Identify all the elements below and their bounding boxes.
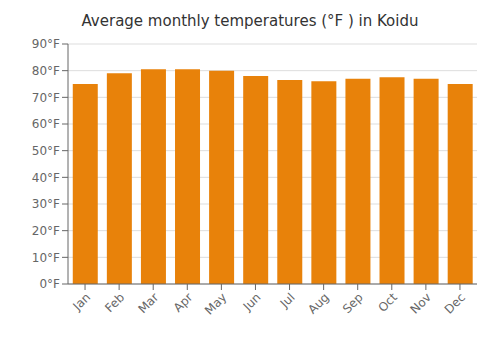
svg-text:0°F: 0°F [39, 277, 60, 291]
svg-text:Nov: Nov [408, 290, 434, 316]
svg-text:10°F: 10°F [32, 251, 60, 265]
svg-text:60°F: 60°F [32, 117, 60, 131]
svg-text:Jun: Jun [240, 290, 264, 314]
svg-text:Mar: Mar [135, 290, 161, 316]
svg-text:Aug: Aug [305, 290, 331, 316]
html-text:Average monthly temperatures (: Average monthly temperatures (°F ) in Ko… [81, 12, 419, 30]
svg-text:Jan: Jan [69, 290, 93, 314]
svg-text:80°F: 80°F [32, 64, 60, 78]
svg-text:Dec: Dec [442, 290, 468, 316]
svg-text:Apr: Apr [171, 290, 196, 315]
svg-text:70°F: 70°F [32, 91, 60, 105]
svg-text:30°F: 30°F [32, 197, 60, 211]
svg-text:20°F: 20°F [32, 224, 60, 238]
svg-text:Sep: Sep [340, 290, 366, 316]
svg-text:50°F: 50°F [32, 144, 60, 158]
svg-text:May: May [202, 290, 229, 317]
svg-text:90°F: 90°F [32, 37, 60, 51]
svg-text:Jul: Jul [277, 290, 298, 311]
svg-text:40°F: 40°F [32, 171, 60, 185]
svg-text:Oct: Oct [375, 290, 400, 315]
svg-text:Feb: Feb [102, 290, 127, 315]
